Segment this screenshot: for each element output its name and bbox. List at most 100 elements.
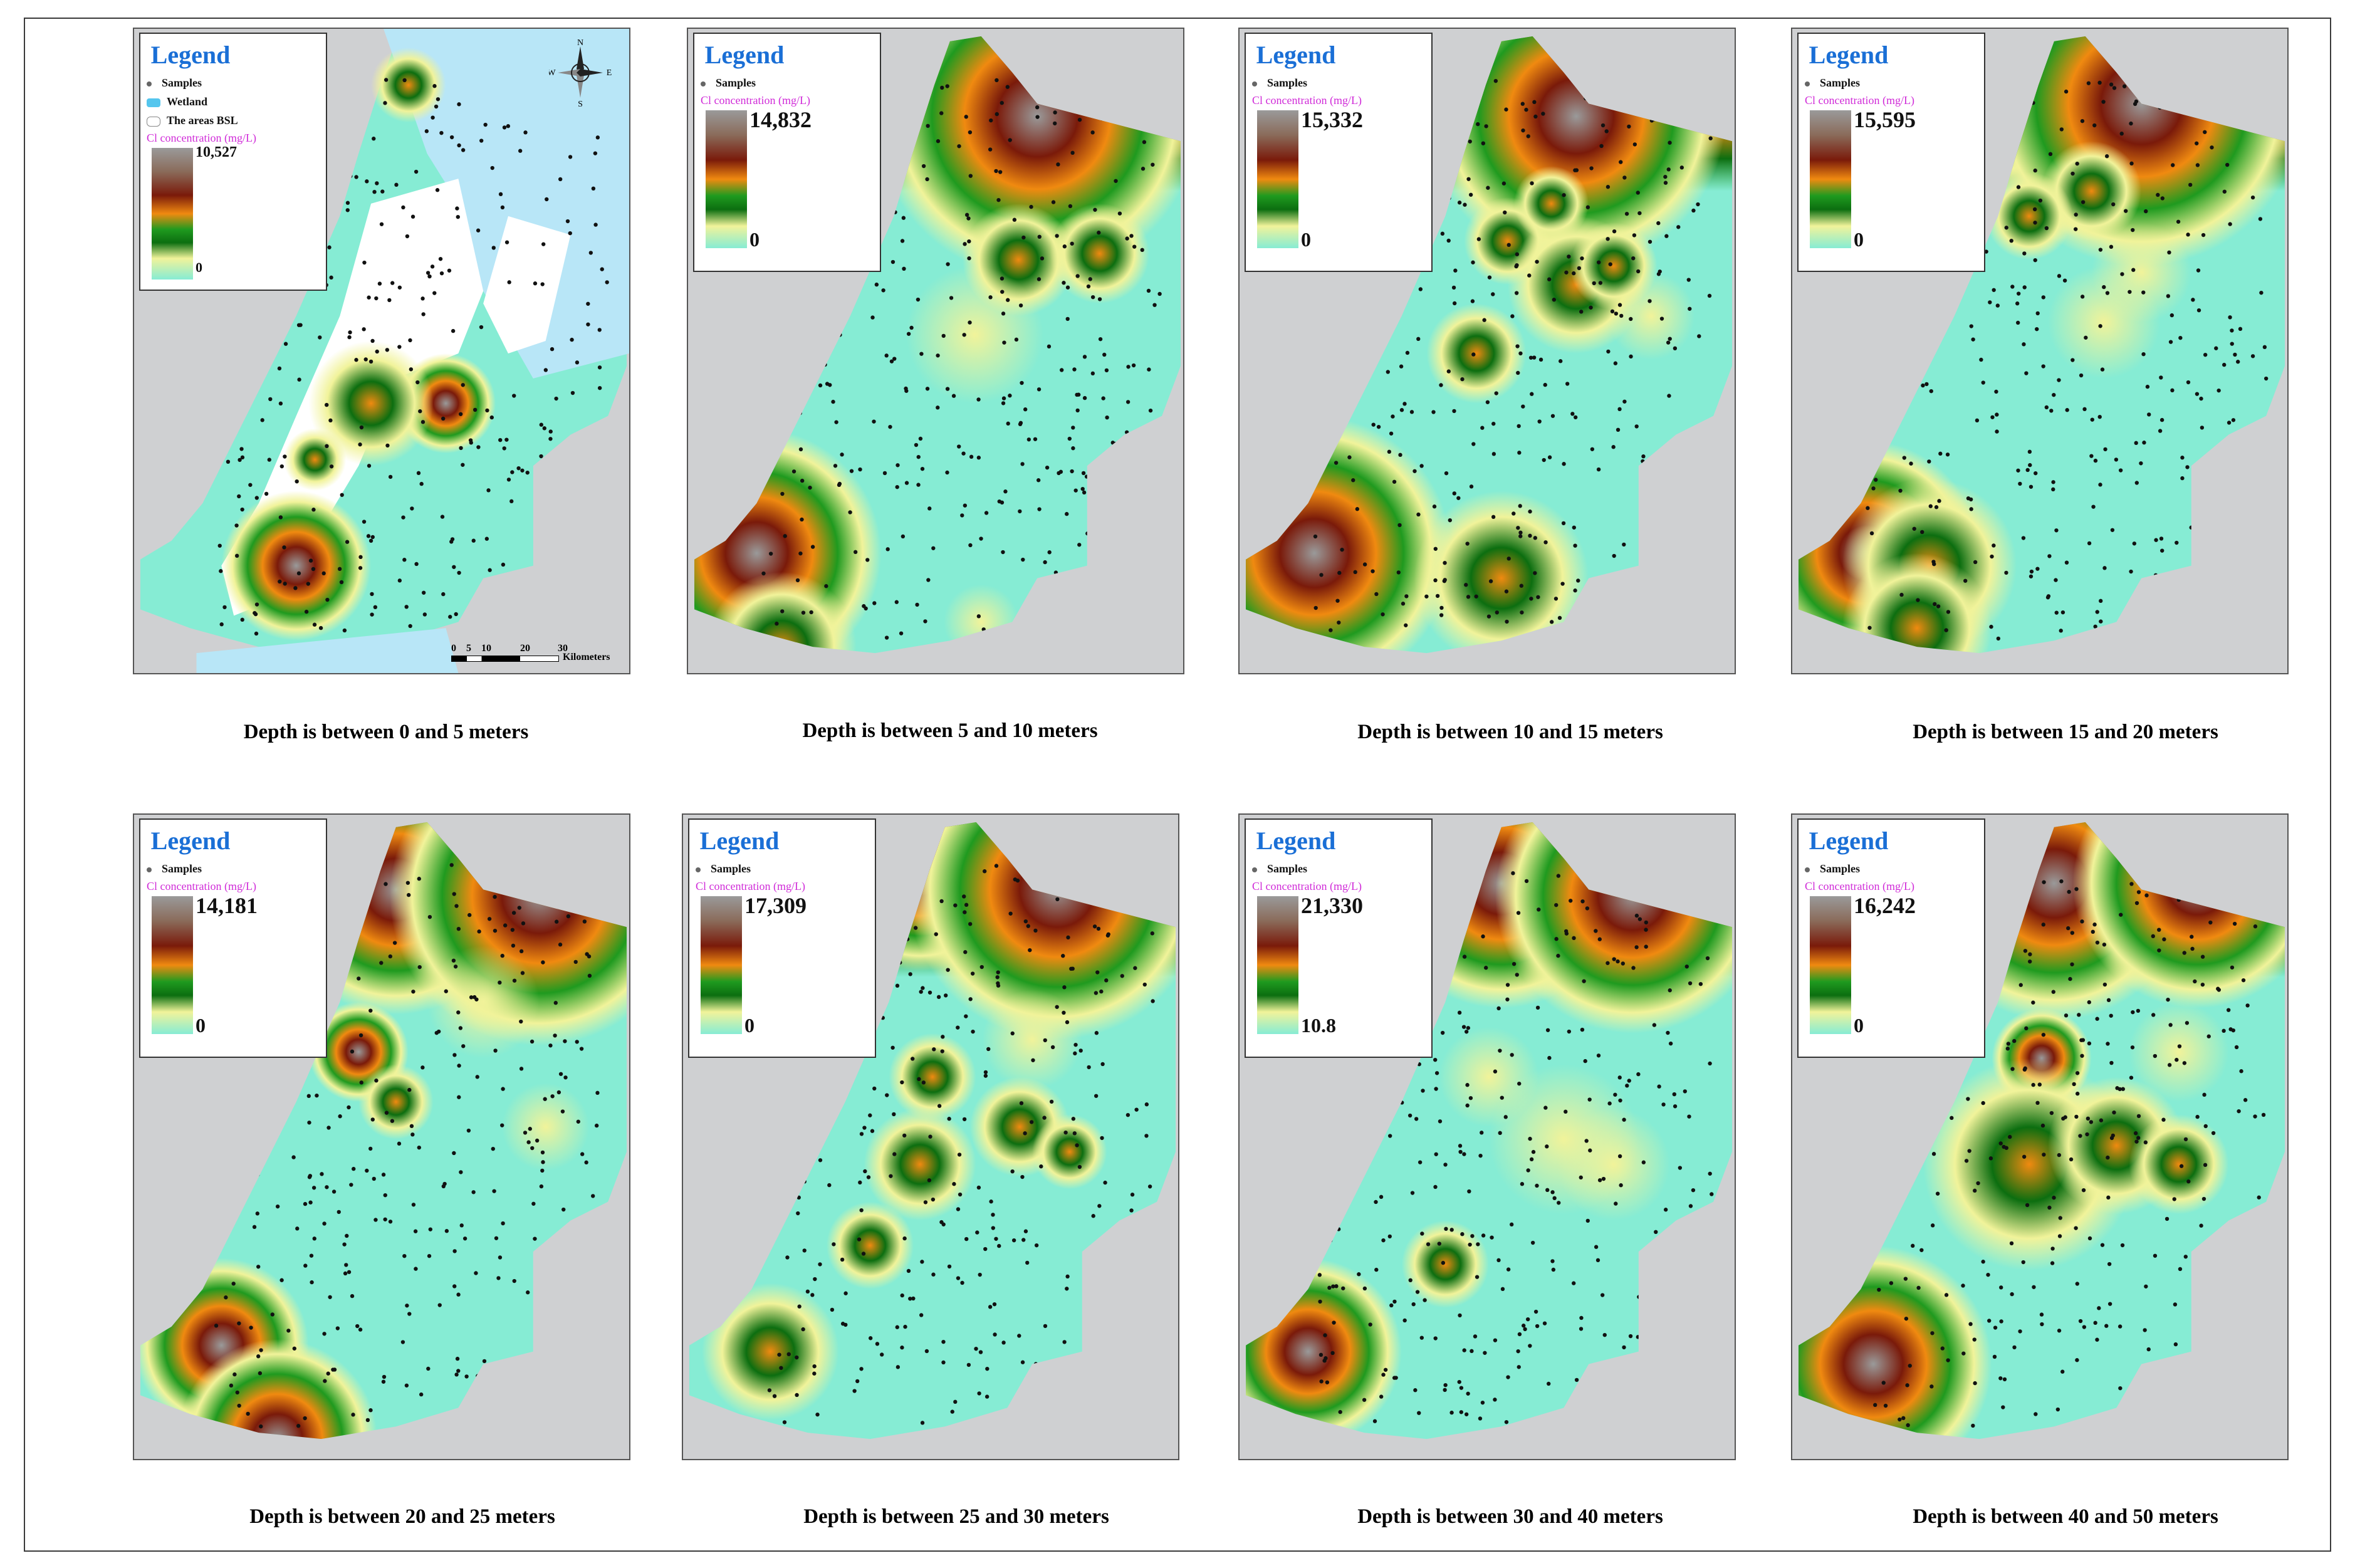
- sample-dot-icon: [696, 867, 701, 872]
- legend-box: Legend Samples Cl concentration (mg/L) 15,5…: [1797, 33, 1985, 272]
- legend-title: Legend: [1256, 827, 1336, 855]
- concentration-hotspot: [1842, 553, 1992, 654]
- legend-cl-label: Cl concentration (mg/L): [1805, 94, 1914, 107]
- legend-bsl: The areas BSL: [147, 114, 238, 127]
- legend-title: Legend: [1809, 827, 1889, 855]
- scale-tick-label: 30: [558, 643, 568, 654]
- wetland-icon: [147, 98, 160, 107]
- sample-dot-icon: [1252, 81, 1257, 86]
- legend-title: Legend: [150, 41, 231, 69]
- concentration-hotspot: [982, 989, 1082, 1090]
- map-canvas: [1240, 815, 1735, 1459]
- caption-5-10m: Depth is between 5 and 10 meters: [802, 719, 1098, 742]
- scale-bar: 0 5 10 20 30 Kilometers: [447, 643, 629, 671]
- legend-cl-label: Cl concentration (mg/L): [1252, 94, 1362, 107]
- concentration-hotspot: [2091, 222, 2191, 323]
- sample-points: [214, 863, 608, 1429]
- concentration-hotspot: [2129, 1001, 2229, 1102]
- legend-title: Legend: [1809, 41, 1889, 69]
- legend-cl-label: Cl concentration (mg/L): [147, 880, 256, 892]
- map-canvas: [688, 29, 1183, 673]
- legend-title: Legend: [699, 827, 780, 855]
- legend-samples: Samples: [701, 76, 756, 90]
- map-panel-40-50m: Legend Samples Cl concentration (mg/L) 16,2…: [1791, 813, 2289, 1460]
- legend-min-value: 0: [1301, 228, 1311, 251]
- scale-unit: Kilometers: [563, 652, 610, 662]
- concentration-hotspot: [701, 1283, 839, 1421]
- legend-max-value: 15,332: [1301, 107, 1363, 132]
- concentration-hotspot: [358, 1064, 434, 1139]
- legend-color-ramp: [701, 896, 742, 1034]
- legend-samples: Samples: [1252, 76, 1307, 90]
- scale-tick-label: 10: [481, 643, 491, 654]
- legend-title: Legend: [704, 41, 785, 69]
- legend-color-ramp: [1810, 896, 1851, 1034]
- svg-text:W: W: [549, 68, 556, 78]
- map-panel-20-25m: Legend Samples Cl concentration (mg/L) 14,1…: [133, 813, 630, 1460]
- legend-min-value: 0: [196, 1014, 206, 1037]
- legend-samples: Samples: [696, 862, 751, 875]
- concentration-hotspot: [1032, 1114, 1107, 1189]
- legend-min-value: 0: [749, 228, 760, 251]
- concentration-hotspot: [2129, 1114, 2229, 1215]
- svg-text:N: N: [577, 38, 583, 48]
- wetland-water: [383, 29, 629, 379]
- legend-samples: Samples: [1252, 862, 1307, 875]
- caption-15-20m: Depth is between 15 and 20 meters: [1913, 721, 2218, 743]
- concentration-hotspot: [1401, 1220, 1489, 1308]
- map-canvas: [683, 815, 1178, 1459]
- legend-max-value: 14,832: [749, 107, 812, 132]
- concentration-hotspot: [1426, 303, 1527, 404]
- legend-min-value: 10.8: [1301, 1014, 1336, 1037]
- concentration-hotspot: [864, 1108, 976, 1221]
- legend-cl-label: Cl concentration (mg/L): [1252, 880, 1362, 892]
- legend-box: Legend Samples Cl concentration (mg/L) 14,1…: [139, 818, 327, 1058]
- legend-samples: Samples: [1805, 862, 1860, 875]
- sample-dot-icon: [1252, 867, 1257, 872]
- caption-10-15m: Depth is between 10 and 15 meters: [1357, 721, 1663, 743]
- map-panel-25-30m: Legend Samples Cl concentration (mg/L) 17,3…: [682, 813, 1179, 1460]
- caption-0-5m: Depth is between 0 and 5 meters: [243, 721, 529, 743]
- legend-samples: Samples: [147, 76, 202, 90]
- concentration-hotspot: [1607, 272, 1695, 360]
- caption-40-50m: Depth is between 40 and 50 meters: [1913, 1505, 2218, 1528]
- legend-samples: Samples: [1805, 76, 1860, 90]
- legend-box: Legend Samples Cl concentration (mg/L) 17,3…: [688, 818, 876, 1058]
- map-panel-0-5m: Legend Samples Wetland The areas BSL Cl conc…: [133, 28, 630, 674]
- concentration-hotspot: [826, 1201, 914, 1290]
- legend-box: Legend Samples Cl concentration (mg/L) 16,2…: [1797, 818, 1985, 1058]
- scale-tick-label: 20: [520, 643, 530, 654]
- concentration-hotspot: [1985, 172, 2073, 260]
- legend-color-ramp: [152, 896, 193, 1034]
- concentration-hotspot: [427, 946, 540, 1058]
- legend-color-ramp: [706, 110, 747, 248]
- legend-color-ramp: [1810, 110, 1851, 248]
- legend-max-value: 10,527: [196, 144, 237, 160]
- map-canvas: [1240, 29, 1735, 673]
- svg-text:E: E: [607, 68, 612, 78]
- legend-color-ramp: [152, 148, 193, 280]
- legend-box: Legend Samples Cl concentration (mg/L) 21,3…: [1245, 818, 1433, 1058]
- legend-wetland: Wetland: [147, 95, 207, 108]
- legend-cl-label: Cl concentration (mg/L): [696, 880, 805, 892]
- legend-min-value: 0: [196, 259, 202, 275]
- legend-max-value: 16,242: [1854, 893, 1916, 918]
- legend-max-value: 15,595: [1854, 107, 1916, 132]
- legend-min-value: 0: [1854, 1014, 1864, 1037]
- bsl-area-icon: [147, 116, 160, 127]
- caption-30-40m: Depth is between 30 and 40 meters: [1357, 1505, 1663, 1528]
- legend-cl-label: Cl concentration (mg/L): [701, 94, 810, 107]
- sample-dot-icon: [1805, 81, 1810, 86]
- caption-25-30m: Depth is between 25 and 30 meters: [803, 1505, 1109, 1528]
- concentration-hotspot: [502, 1083, 590, 1171]
- legend-max-value: 14,181: [196, 893, 258, 918]
- map-panel-15-20m: Legend Samples Cl concentration (mg/L) 15,5…: [1791, 28, 2289, 674]
- map-panel-30-40m: Legend Samples Cl concentration (mg/L) 21,3…: [1238, 813, 1736, 1460]
- legend-color-ramp: [1257, 896, 1298, 1034]
- legend-color-ramp: [1257, 110, 1298, 248]
- north-arrow-icon: N S E W: [547, 38, 612, 109]
- concentration-hotspot: [889, 1033, 976, 1121]
- scale-tick-label: 5: [466, 643, 471, 654]
- map-panel-10-15m: Legend Samples Cl concentration (mg/L) 15,3…: [1238, 28, 1736, 674]
- sample-dot-icon: [147, 81, 152, 86]
